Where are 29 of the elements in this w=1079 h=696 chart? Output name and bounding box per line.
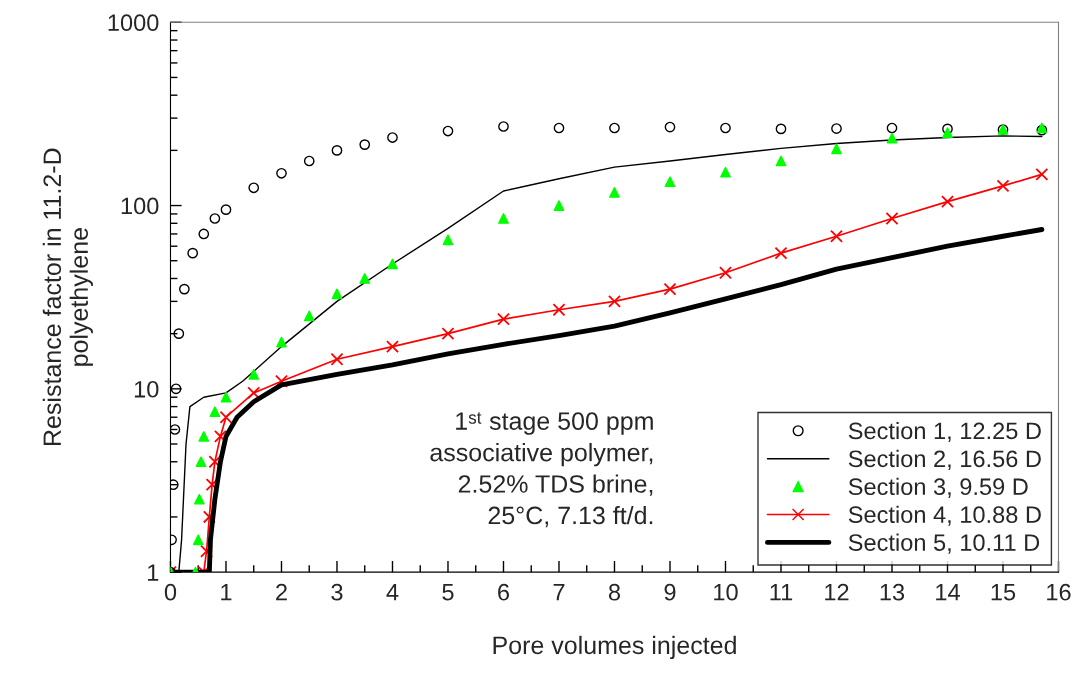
- y-axis-title: Resistance factor in 11.2-D polyethylene: [42, 148, 93, 445]
- legend-label: Section 5, 10.11 D: [848, 533, 1040, 554]
- y-tick-label: 10: [134, 380, 159, 398]
- x-tick-label: 10: [714, 583, 738, 601]
- y-tick-label: 1000: [108, 14, 159, 32]
- x-tick-label: 14: [936, 584, 960, 601]
- x-tick-label: 2: [276, 583, 287, 601]
- x-tick-label: 0: [164, 583, 177, 601]
- legend-label: Section 4, 10.88 D: [848, 505, 1041, 526]
- legend-label: Section 1, 12.25 D: [848, 421, 1041, 443]
- x-tick-label: 5: [442, 584, 454, 601]
- x-tick-label: 3: [331, 583, 343, 601]
- x-tick-label: 4: [386, 584, 399, 601]
- y-tick-label: 100: [121, 197, 159, 215]
- x-tick-label: 15: [991, 584, 1016, 601]
- x-tick-label: 6: [498, 583, 510, 601]
- x-tick-label: 12: [825, 583, 849, 601]
- x-tick-label: 7: [553, 584, 565, 601]
- x-tick-label: 16: [1047, 583, 1071, 601]
- x-tick-label: 1: [221, 584, 232, 601]
- x-tick-label: 13: [880, 583, 905, 601]
- annotation: 1ˢᵗ stage 500 ppm associative polymer, 2.52% TDS brine, 25°C, 7.13 ft/d.: [430, 412, 653, 528]
- x-tick-label: 11: [770, 584, 793, 601]
- x-axis-title: Pore volumes injected: [493, 635, 736, 660]
- legend-label: Section 2, 16.56 D: [848, 449, 1041, 470]
- x-tick-label: 8: [608, 583, 621, 601]
- legend-label: Section 3, 9.59 D: [848, 477, 1028, 498]
- x-tick-label: 9: [664, 583, 676, 601]
- y-tick-label: 1: [148, 564, 159, 581]
